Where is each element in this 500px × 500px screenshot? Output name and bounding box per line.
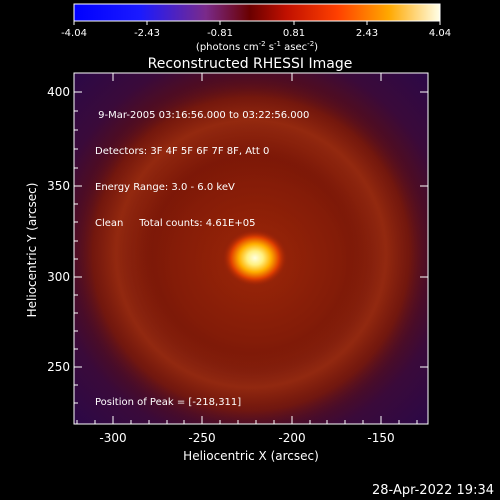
y-tick-label: 300 — [47, 270, 70, 284]
timestamp: 28-Apr-2022 19:34 — [372, 483, 494, 498]
info-clean-counts: Clean Total counts: 4.61E+05 — [95, 218, 256, 229]
observation-info: 9-Mar-2005 03:16:56.000 to 03:22:56.000 … — [95, 86, 309, 242]
info-time-range: 9-Mar-2005 03:16:56.000 to 03:22:56.000 — [95, 110, 310, 121]
peak-source — [223, 230, 287, 286]
y-axis-label: Heliocentric Y (arcsec) — [25, 183, 39, 318]
colorbar-tick: 0.81 — [283, 28, 305, 39]
colorbar-tick: 4.04 — [429, 28, 451, 39]
y-tick-label: 250 — [47, 360, 70, 374]
colorbar-tick: -4.04 — [61, 28, 87, 39]
info-energy-range: Energy Range: 3.0 - 6.0 keV — [95, 182, 235, 193]
colorbar-gradient — [73, 3, 441, 22]
plot-title: Reconstructed RHESSI Image — [148, 56, 353, 72]
plot-title-svg: Reconstructed RHESSI Image — [148, 56, 353, 72]
x-tick-label: -200 — [278, 431, 305, 445]
colorbar-label: (photons cm-2 s-1 asec-2) — [196, 40, 318, 53]
plot-frame — [73, 72, 429, 425]
y-tick-label: 400 — [47, 85, 70, 99]
colorbar-tick: -2.43 — [134, 28, 160, 39]
info-detectors: Detectors: 3F 4F 5F 6F 7F 8F, Att 0 — [95, 146, 270, 157]
colorbar-tick: 2.43 — [356, 28, 378, 39]
peak-position: Position of Peak = [-218,311] — [95, 397, 242, 408]
x-axis-label: Heliocentric X (arcsec) — [183, 449, 319, 463]
colorbar: -4.04 -2.43 -0.81 0.81 2.43 4.04 (photon… — [61, 3, 451, 53]
colorbar-tick: -0.81 — [207, 28, 233, 39]
x-tick-label: -250 — [188, 431, 215, 445]
y-tick-label: 350 — [47, 179, 70, 193]
x-tick-label: -300 — [99, 431, 126, 445]
x-tick-label: -150 — [367, 431, 394, 445]
